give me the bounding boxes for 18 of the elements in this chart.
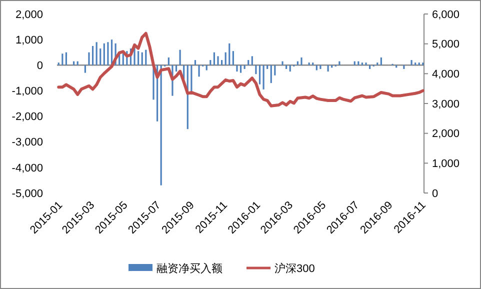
y-tick-label: -4,000 [12, 162, 43, 174]
y2-tick-label: 0 [432, 188, 438, 200]
y-tick-label: -5,000 [12, 188, 43, 200]
y2-tick-label: 2,000 [432, 128, 460, 140]
y2-tick-label: 5,000 [432, 38, 460, 51]
legend-label: 融资净买入额 [156, 262, 222, 275]
y2-tick-label: 3,000 [432, 98, 460, 110]
y-tick-label: -1,000 [12, 86, 43, 98]
y2-tick-label: 6,000 [432, 8, 460, 21]
y-tick-label: -3,000 [12, 136, 43, 149]
y-tick-label: 0 [36, 60, 43, 72]
line-series [57, 32, 424, 108]
y-tick-label: 2,000 [15, 8, 43, 21]
y2-tick-label: 4,000 [432, 68, 460, 81]
y-tick-label: 1,000 [15, 34, 43, 46]
legend-label: 沪深300 [274, 262, 315, 275]
y2-tick-label: 1,000 [432, 158, 460, 170]
y-tick-label: -2,000 [12, 111, 43, 124]
